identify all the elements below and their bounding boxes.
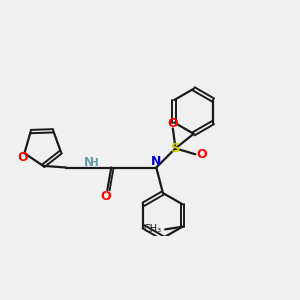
Text: H: H xyxy=(90,158,99,168)
Text: O: O xyxy=(196,148,207,161)
Text: O: O xyxy=(100,190,111,203)
Text: O: O xyxy=(17,151,28,164)
Text: O: O xyxy=(167,117,178,130)
Text: N: N xyxy=(84,156,94,170)
Text: N: N xyxy=(151,155,161,168)
Text: S: S xyxy=(171,142,180,155)
Text: CH₃: CH₃ xyxy=(143,224,161,234)
